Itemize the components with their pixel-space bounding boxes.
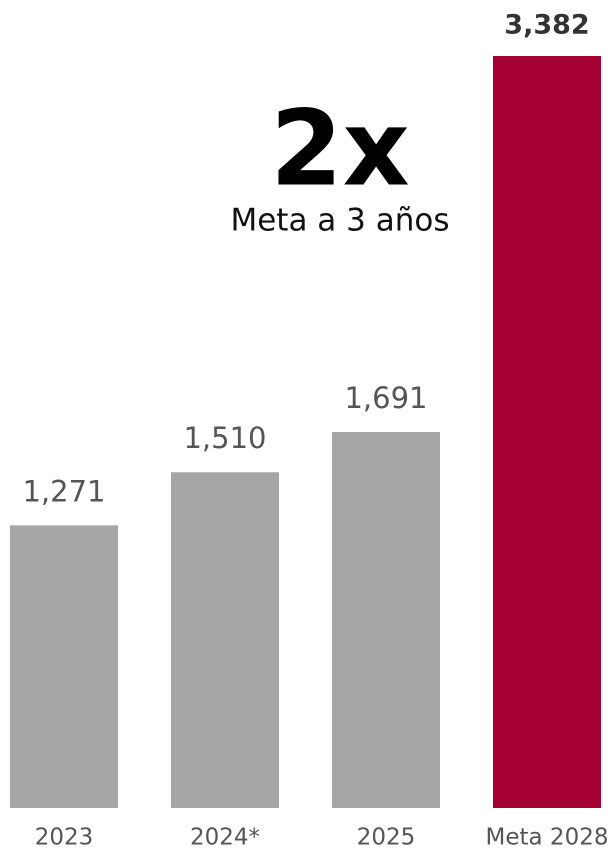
bar <box>171 472 279 808</box>
x-tick-label: 2024* <box>190 825 260 851</box>
x-tick-label: Meta 2028 <box>486 825 609 851</box>
value-label: 1,691 <box>344 381 427 415</box>
annotation-text: Meta a 3 años <box>230 203 449 239</box>
x-tick-label: 2023 <box>35 825 94 851</box>
x-tick-label: 2025 <box>357 825 416 851</box>
bar <box>493 56 601 808</box>
value-label: 1,271 <box>22 474 105 508</box>
bar <box>10 525 118 808</box>
value-label: 3,382 <box>504 10 589 41</box>
value-label: 1,510 <box>183 421 266 455</box>
bar <box>332 432 440 808</box>
annotation-multiplier: 2x <box>270 87 409 209</box>
